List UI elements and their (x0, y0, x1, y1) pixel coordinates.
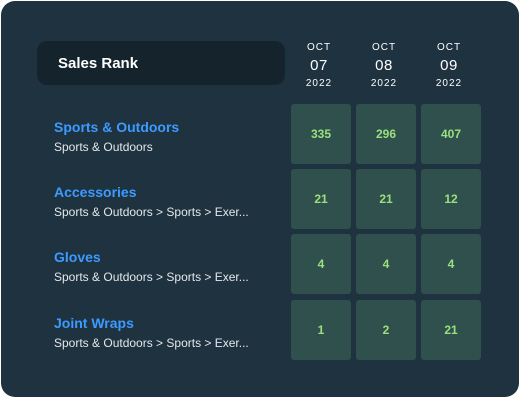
category-link[interactable]: Joint Wraps (54, 315, 134, 331)
rank-row-gloves: Gloves Sports & Outdoors > Sports > Exer… (1, 234, 519, 294)
rank-cell: 12 (421, 169, 481, 229)
category-path: Sports & Outdoors > Sports > Exer... (54, 270, 249, 284)
rank-cell: 4 (421, 234, 481, 294)
sales-rank-header: Sales Rank (37, 41, 285, 85)
category-info: Sports & Outdoors Sports & Outdoors (54, 118, 179, 155)
rank-row-accessories: Accessories Sports & Outdoors > Sports >… (1, 169, 519, 229)
date-year: 2022 (435, 78, 463, 89)
date-month: OCT (436, 42, 462, 53)
rank-cell: 21 (356, 169, 416, 229)
rank-cell: 296 (356, 104, 416, 164)
date-year: 2022 (305, 78, 333, 89)
rank-cell: 2 (356, 300, 416, 360)
category-info: Joint Wraps Sports & Outdoors > Sports >… (54, 314, 249, 351)
rank-row-sports-outdoors: Sports & Outdoors Sports & Outdoors 335 … (1, 104, 519, 164)
sales-rank-title: Sales Rank (58, 54, 139, 72)
rank-cell: 21 (421, 300, 481, 360)
date-day: 08 (375, 57, 393, 74)
rank-cell: 21 (291, 169, 351, 229)
date-year: 2022 (370, 78, 398, 89)
category-info: Gloves Sports & Outdoors > Sports > Exer… (54, 248, 249, 285)
rank-cell: 4 (291, 234, 351, 294)
rank-row-joint-wraps: Joint Wraps Sports & Outdoors > Sports >… (1, 300, 519, 360)
category-link[interactable]: Gloves (54, 249, 101, 265)
date-month: OCT (306, 42, 332, 53)
category-path: Sports & Outdoors > Sports > Exer... (54, 205, 249, 219)
rank-cell: 1 (291, 300, 351, 360)
date-day: 09 (440, 57, 458, 74)
rank-cell: 4 (356, 234, 416, 294)
date-header-2: OCT 08 2022 (354, 41, 414, 90)
category-path: Sports & Outdoors > Sports > Exer... (54, 336, 249, 350)
rank-cell: 335 (291, 104, 351, 164)
date-header-1: OCT 07 2022 (289, 41, 349, 90)
date-header-3: OCT 09 2022 (419, 41, 479, 90)
category-path: Sports & Outdoors (54, 140, 153, 154)
category-info: Accessories Sports & Outdoors > Sports >… (54, 183, 249, 220)
category-link[interactable]: Accessories (54, 184, 137, 200)
category-link[interactable]: Sports & Outdoors (54, 119, 180, 135)
date-day: 07 (310, 57, 328, 74)
rank-cell: 407 (421, 104, 481, 164)
date-month: OCT (371, 42, 397, 53)
